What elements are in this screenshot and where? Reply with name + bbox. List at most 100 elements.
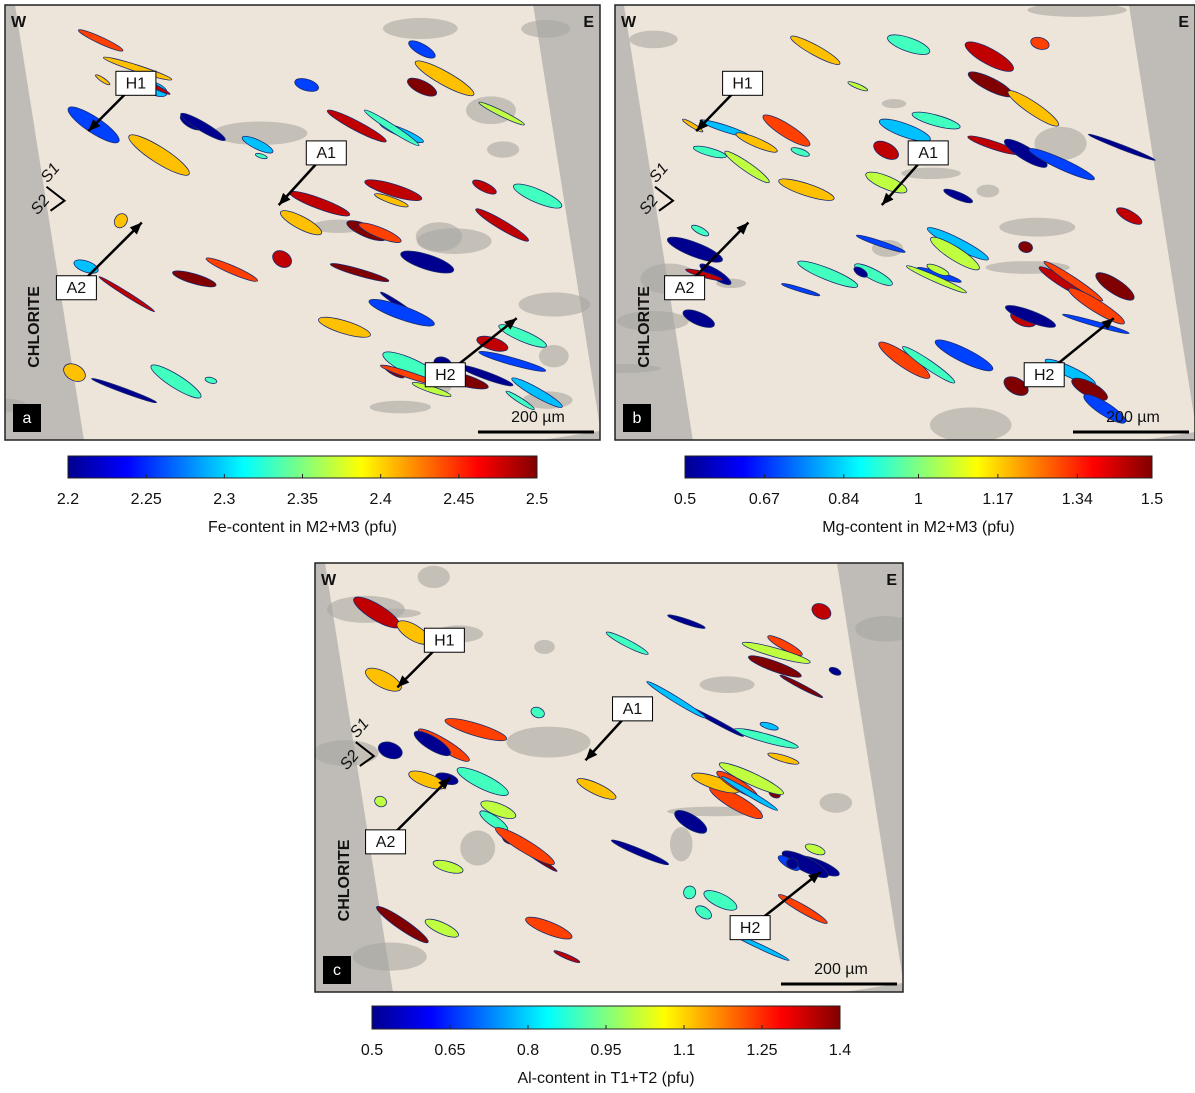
mineral-grain xyxy=(786,857,799,870)
east-label: E xyxy=(886,572,897,589)
arrow-head xyxy=(736,222,749,235)
shadow-patch xyxy=(976,184,1000,198)
mineral-grain xyxy=(78,29,124,52)
shadow-patch xyxy=(669,827,693,862)
shadow-patch xyxy=(506,726,591,758)
mineral-grain xyxy=(424,918,459,938)
colorbar-tick-label: 1.34 xyxy=(1062,491,1093,508)
arrow-head xyxy=(88,119,101,132)
map-image xyxy=(5,5,600,440)
colorbar-tick-label: 0.65 xyxy=(434,1042,465,1059)
mineral-grain xyxy=(778,178,835,201)
mineral-grain xyxy=(1018,241,1033,253)
arrow-head xyxy=(397,675,410,688)
arrow-head xyxy=(696,119,709,132)
mineral-grain xyxy=(878,118,931,142)
marker-label: H1 xyxy=(126,76,147,93)
mineral-grain xyxy=(605,631,649,655)
mineral-grain xyxy=(683,885,697,900)
shadow-patch xyxy=(929,407,1012,440)
mineral-grain xyxy=(1068,287,1125,325)
mineral-grain xyxy=(478,101,525,126)
marker-box xyxy=(729,915,771,941)
marker-label: H1 xyxy=(434,632,455,649)
mineral-grain xyxy=(682,309,715,328)
mineral-grain xyxy=(847,81,869,92)
mineral-grain xyxy=(1028,148,1095,181)
shadow-patch xyxy=(699,676,755,693)
mineral-grain xyxy=(797,260,859,288)
shadow-patch xyxy=(460,830,496,866)
colorbar-tick-label: 1.17 xyxy=(982,491,1013,508)
marker-box xyxy=(664,275,706,301)
panel-letter-box xyxy=(13,404,41,432)
mineral-grain xyxy=(498,324,547,348)
mineral-grain xyxy=(364,109,420,147)
east-label: E xyxy=(1178,14,1189,31)
mineral-grain xyxy=(721,776,778,811)
shadow-patch xyxy=(819,792,853,813)
marker-label: H2 xyxy=(740,920,761,937)
colorbar-tick-label: 2.4 xyxy=(370,491,392,508)
panel-letter-box xyxy=(323,956,351,984)
mineral-grain xyxy=(666,236,723,263)
mineral-grain xyxy=(413,730,451,757)
mineral-grain xyxy=(330,263,390,282)
mineral-grain xyxy=(855,234,906,253)
mineral-grain xyxy=(280,210,323,236)
mineral-grain xyxy=(781,283,821,297)
mineral-grain xyxy=(1083,394,1127,424)
marker-box xyxy=(722,70,764,96)
mineral-grain xyxy=(254,153,268,160)
colorbar-tick-label: 0.84 xyxy=(828,491,859,508)
mineral-grain xyxy=(964,41,1014,72)
mineral-grain xyxy=(1095,272,1135,301)
mineral-grain xyxy=(172,270,217,288)
shadow-patch xyxy=(518,292,591,317)
mineral-grain xyxy=(326,109,387,143)
mineral-grain xyxy=(767,752,800,765)
mineral-grain xyxy=(128,134,190,176)
mineral-grain xyxy=(1030,36,1050,50)
mineral-grain xyxy=(374,795,387,808)
colorbar-tick-label: 1.5 xyxy=(1141,491,1163,508)
mineral-grain xyxy=(853,266,868,278)
mineral-grain xyxy=(553,950,581,964)
mineral-grain xyxy=(934,339,994,372)
colorbar-tick-label: 0.5 xyxy=(361,1042,383,1059)
marker-box xyxy=(365,829,407,855)
colorbar-tick-label: 2.3 xyxy=(213,491,235,508)
east-label: E xyxy=(583,14,594,31)
mineral-grain xyxy=(180,112,226,142)
west-label: W xyxy=(621,14,637,31)
marker-box xyxy=(424,362,466,388)
colorbar-tick-label: 1.25 xyxy=(746,1042,777,1059)
mineral-grain xyxy=(204,376,218,384)
shadow-patch xyxy=(416,228,492,255)
marker-label: A2 xyxy=(376,834,396,851)
marker-label: A2 xyxy=(675,280,695,297)
shadow-patch xyxy=(352,942,427,971)
mineral-grain xyxy=(377,741,403,760)
shadow-patch xyxy=(999,217,1076,237)
mineral-grain xyxy=(779,674,824,699)
arrow-head xyxy=(1101,318,1114,330)
shadow-patch xyxy=(382,17,458,39)
panel-letter-box xyxy=(623,404,651,432)
colorbar-tick-label: 1.1 xyxy=(673,1042,695,1059)
marker-label: A1 xyxy=(623,701,643,718)
colorbar-tick-label: 2.25 xyxy=(131,491,162,508)
mineral-grain xyxy=(98,276,155,313)
mineral-grain xyxy=(63,363,86,382)
mineral-grain xyxy=(905,265,967,294)
mineral-grain xyxy=(748,655,802,678)
foliation-s1 xyxy=(45,185,67,212)
shadow-patch xyxy=(1027,5,1127,17)
mineral-grain xyxy=(691,224,710,237)
mineral-grain xyxy=(804,843,826,856)
mineral-grain xyxy=(943,188,973,204)
